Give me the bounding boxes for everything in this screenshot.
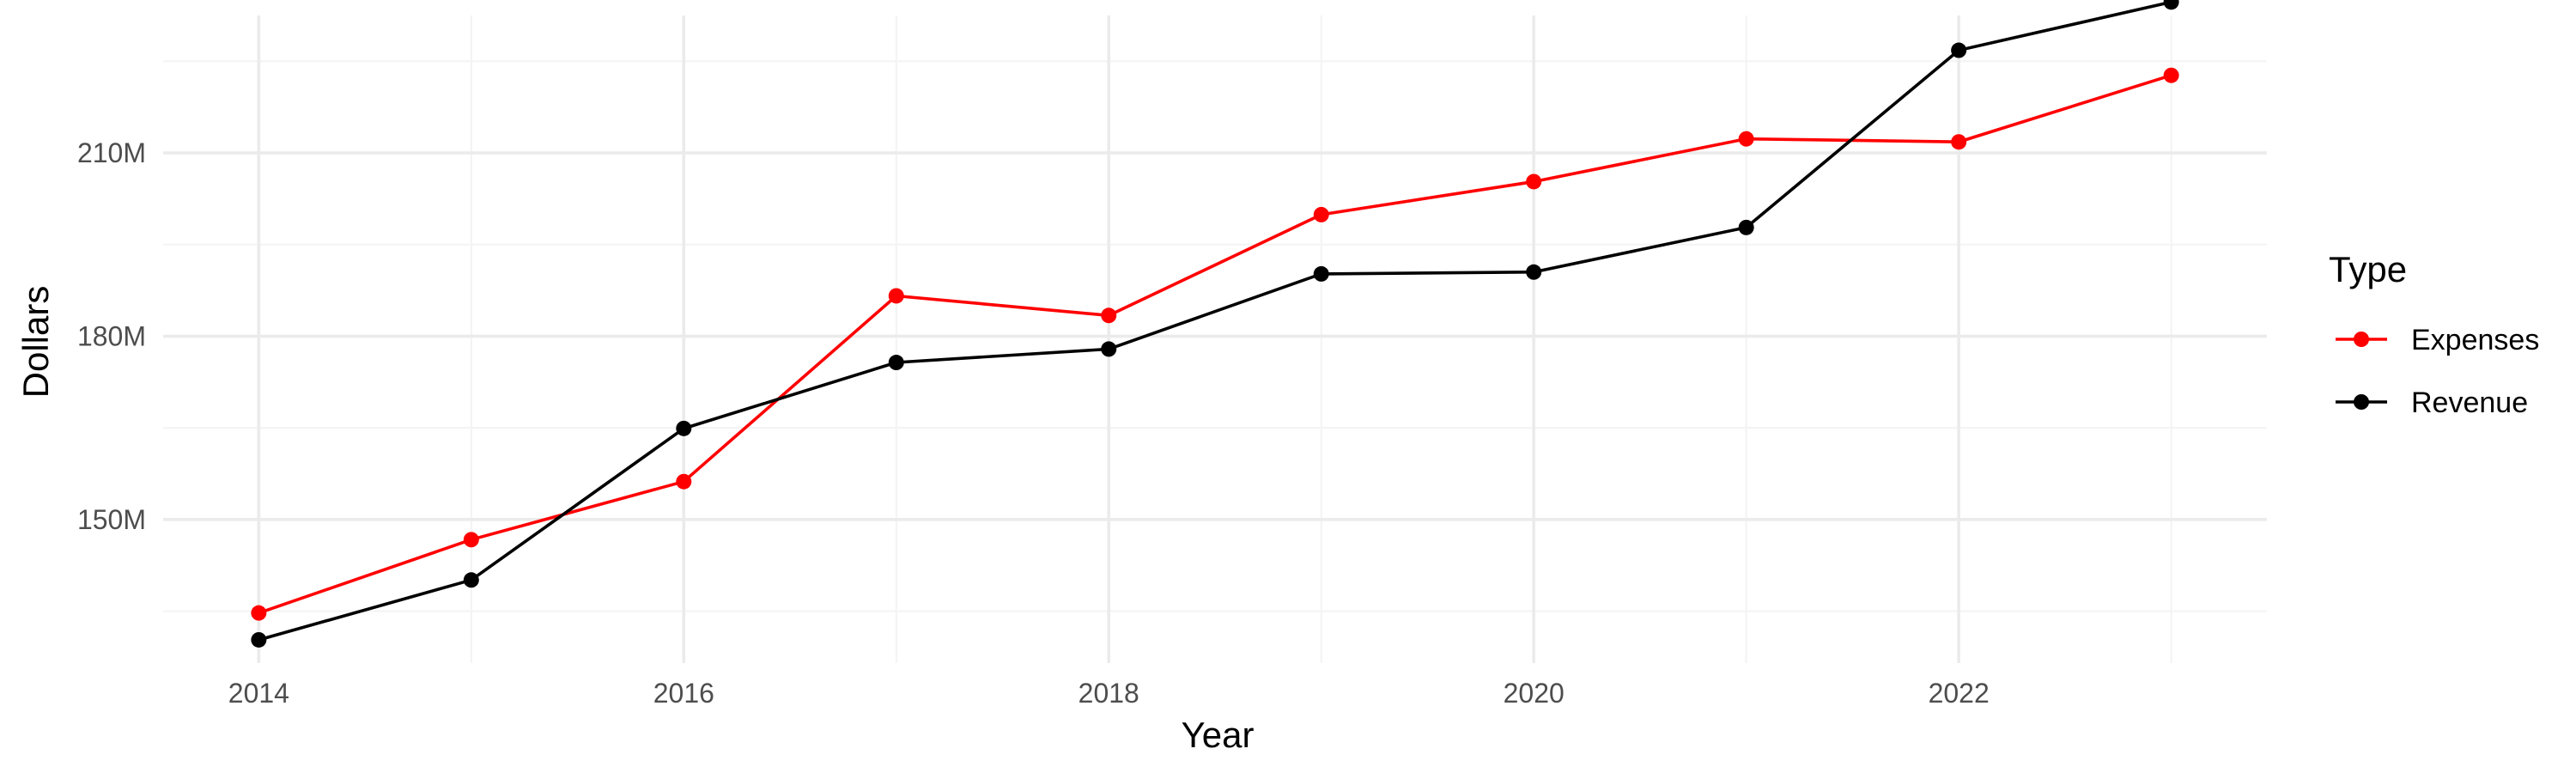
x-axis-ticks: 2014 2016 2018 2020 2022 [228, 678, 1990, 709]
revenue-point [251, 631, 267, 648]
legend-entries: Expenses Revenue [2336, 324, 2539, 419]
x-tick-label: 2014 [228, 678, 289, 709]
revenue-point [676, 420, 692, 436]
expenses-point [2163, 67, 2179, 83]
expenses-point [463, 532, 479, 548]
legend-item-expenses: Expenses [2336, 324, 2539, 356]
expenses-point [1738, 131, 1754, 147]
series-expenses [251, 67, 2179, 621]
x-tick-label: 2018 [1078, 678, 1139, 709]
y-tick-label: 210M [77, 137, 146, 168]
expenses-point [1313, 206, 1329, 222]
x-axis-title: Year [1182, 715, 1255, 755]
legend-item-revenue: Revenue [2336, 386, 2528, 419]
legend-label: Expenses [2411, 324, 2539, 356]
y-axis-title: Dollars [15, 286, 56, 399]
y-tick-label: 180M [77, 320, 146, 351]
legend-key-point [2354, 332, 2369, 347]
legend-key-point [2354, 394, 2369, 410]
expenses-point [1951, 134, 1967, 150]
revenue-point [1101, 341, 1117, 357]
legend: Type Expenses Revenue [2329, 249, 2539, 419]
data-series [251, 0, 2179, 648]
series-revenue [251, 0, 2179, 648]
y-axis-ticks: 150M 180M 210M [77, 137, 146, 535]
x-tick-label: 2022 [1929, 678, 1990, 709]
x-tick-label: 2016 [653, 678, 714, 709]
legend-label: Revenue [2411, 386, 2528, 419]
revenue-point [1738, 219, 1754, 235]
revenue-line [258, 0, 2172, 642]
y-tick-label: 150M [77, 504, 146, 535]
expenses-point [888, 288, 904, 304]
expenses-point [1101, 307, 1117, 324]
gridlines [163, 15, 2267, 663]
revenue-point [1951, 42, 1967, 58]
revenue-point [463, 572, 479, 588]
revenue-point [888, 355, 904, 371]
revenue-point [2163, 0, 2179, 10]
expenses-point [251, 605, 267, 621]
expenses-line [258, 73, 2172, 615]
revenue-point [1526, 264, 1542, 280]
revenue-point [1313, 265, 1329, 282]
x-tick-label: 2020 [1504, 678, 1564, 709]
expenses-point [1526, 173, 1542, 190]
legend-title: Type [2329, 249, 2407, 289]
expenses-point [676, 473, 692, 490]
